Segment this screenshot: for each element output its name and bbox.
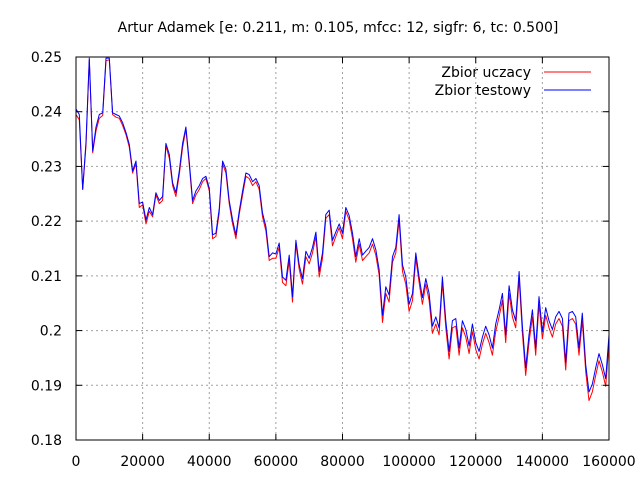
- x-tick-label: 0: [72, 454, 81, 470]
- y-tick-label: 0.19: [31, 378, 62, 394]
- y-tick-label: 0.24: [31, 105, 62, 121]
- y-tick-label: 0.23: [31, 159, 62, 175]
- x-tick-label: 160000: [582, 454, 635, 470]
- x-tick-label: 100000: [382, 454, 435, 470]
- series-lines: [75, 57, 610, 402]
- tick-marks: 0 20000 40000 60000 80000 100000 120000 140000 1…: [31, 50, 636, 470]
- y-tick-label: 0.22: [31, 214, 62, 230]
- x-tick-label: 120000: [449, 454, 502, 470]
- legend-label: Zbior uczacy: [441, 65, 531, 81]
- legend: Zbior uczacy Zbior testowy: [435, 65, 591, 99]
- chart-title: Artur Adamek [e: 0.211, m: 0.105, mfcc: …: [118, 20, 559, 36]
- y-tick-label: 0.21: [31, 269, 62, 285]
- x-tick-label: 80000: [320, 454, 365, 470]
- x-tick-label: 60000: [254, 454, 299, 470]
- y-tick-label: 0.2: [40, 324, 62, 340]
- y-tick-label: 0.25: [31, 50, 62, 66]
- x-tick-label: 140000: [516, 454, 569, 470]
- grid-lines: [76, 57, 609, 440]
- legend-label: Zbior testowy: [435, 83, 531, 99]
- x-tick-label: 20000: [120, 454, 165, 470]
- y-tick-label: 0.18: [31, 433, 62, 449]
- x-tick-label: 40000: [187, 454, 232, 470]
- series-line-2: [75, 57, 610, 393]
